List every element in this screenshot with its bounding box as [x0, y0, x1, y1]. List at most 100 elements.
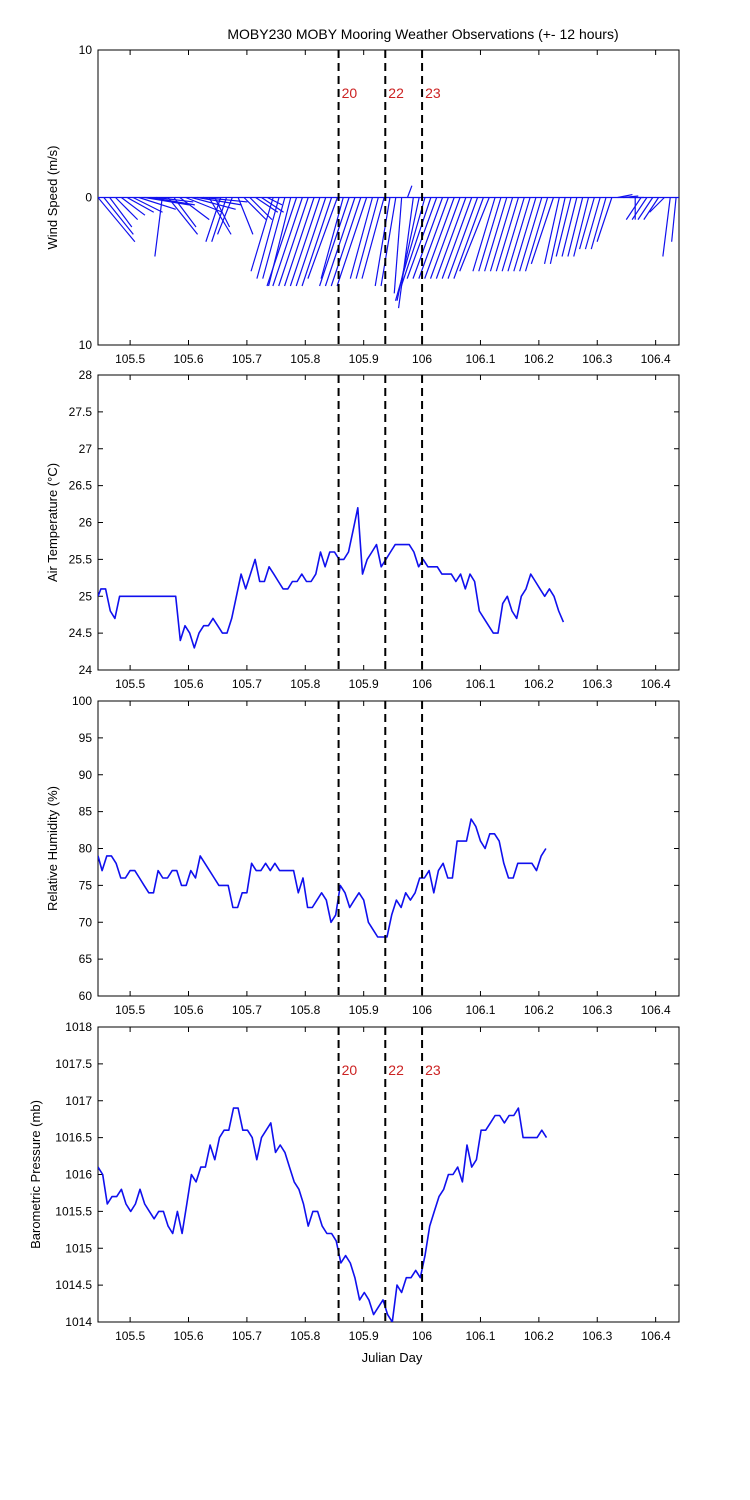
x-tick-label: 105.5 [115, 352, 145, 366]
plot-frame [97, 1026, 680, 1323]
wind-stick [261, 197, 284, 213]
wind-stick [623, 195, 639, 199]
wind-stick [400, 197, 432, 287]
series-line-air_temperature [98, 506, 565, 649]
panel-wind: 10 0 10 105.5 105.6 105.7 105.8 105.9 106 106.1 10… [45, 43, 680, 366]
x-tick-label: 106.1 [465, 1329, 495, 1343]
wind-stick [374, 197, 391, 287]
y-tick-label: 75 [79, 878, 93, 892]
y-tick-label: 1014 [65, 1315, 92, 1329]
panel-air_temperature: 24 24.5 25 25.5 26 26.5 27 27.5 28 105.5 105.6 105.… [45, 368, 680, 691]
y-tick-label: 28 [79, 368, 93, 382]
wind-stick [262, 197, 286, 279]
wind-stick [98, 197, 136, 243]
wind-stick [561, 197, 578, 257]
wind-stick [179, 197, 210, 221]
wind-stick [484, 197, 508, 272]
x-tick-label: 106.3 [582, 677, 612, 691]
wind-stick [631, 197, 648, 220]
y-tick-label: 24 [79, 663, 93, 677]
x-tick-label: 106.2 [524, 1329, 554, 1343]
wind-stick [579, 197, 595, 250]
wind-stick [397, 197, 414, 309]
x-tick-label: 106.4 [641, 352, 671, 366]
wind-stick [489, 197, 514, 272]
y-tick-label: 1016 [65, 1168, 92, 1182]
wind-stick [243, 197, 267, 221]
wind-stick [278, 197, 309, 287]
y-tick-label: 25.5 [69, 552, 93, 566]
wind-stick [637, 197, 654, 220]
wind-stick [132, 196, 163, 213]
wind-stick [103, 197, 134, 235]
y-axis-label: Wind Speed (m/s) [45, 145, 60, 249]
y-tick-label: 1014.5 [55, 1278, 92, 1292]
x-tick-label: 105.6 [173, 352, 203, 366]
wind-stick [380, 197, 397, 287]
y-tick-label: 95 [79, 731, 93, 745]
wind-stick [495, 197, 519, 272]
y-tick-label: 24.5 [69, 626, 93, 640]
y-tick-label: 90 [79, 768, 93, 782]
y-axis-label: Relative Humidity (%) [45, 786, 60, 911]
wind-stick [567, 197, 584, 257]
wind-stick [138, 196, 176, 210]
x-tick-label: 105.9 [349, 1003, 379, 1017]
plot-area [98, 818, 547, 938]
wind-stick [272, 197, 303, 287]
wind-stick [662, 197, 671, 257]
wind-stick [289, 197, 321, 287]
wind-stick [319, 197, 350, 287]
wind-stick [109, 197, 133, 228]
x-tick-label: 106.4 [641, 677, 671, 691]
x-tick-label: 106.2 [524, 352, 554, 366]
wind-stick [435, 197, 467, 279]
wind-stick [144, 196, 190, 206]
marker-label: 20 [342, 1062, 358, 1078]
wind-stick [519, 197, 543, 272]
x-tick-label: 106 [412, 352, 432, 366]
x-tick-label: 106.4 [641, 1003, 671, 1017]
x-tick-label: 106.1 [465, 352, 495, 366]
x-tick-label: 106.4 [641, 1329, 671, 1343]
x-tick-label: 105.6 [173, 677, 203, 691]
plot-frame [97, 700, 680, 997]
wind-stick [349, 197, 374, 279]
plot-area [98, 506, 565, 649]
y-tick-label: 65 [79, 952, 93, 966]
y-tick-label: 100 [72, 694, 92, 708]
x-tick-label: 106 [412, 677, 432, 691]
wind-stick [167, 197, 199, 235]
y-tick-label: 26.5 [69, 479, 93, 493]
wind-stick [447, 197, 479, 279]
wind-stick [429, 197, 461, 279]
wind-stick [393, 197, 403, 294]
marker-label: 20 [342, 85, 358, 101]
y-tick-label: 1015 [65, 1241, 92, 1255]
x-tick-label: 105.7 [232, 352, 262, 366]
wind-stick [301, 197, 333, 287]
x-tick-label: 106.3 [582, 352, 612, 366]
marker-label: 23 [425, 85, 441, 101]
wind-stick [394, 197, 426, 301]
wind-stick [120, 197, 146, 216]
y-tick-label: 25 [79, 589, 93, 603]
wind-stick [412, 197, 444, 279]
wind-stick [671, 197, 677, 242]
plot-area [98, 185, 679, 309]
x-tick-label: 105.7 [232, 677, 262, 691]
x-tick-label: 105.7 [232, 1329, 262, 1343]
y-axis-label: Barometric Pressure (mb) [28, 1100, 43, 1249]
x-tick-label: 106.1 [465, 1003, 495, 1017]
x-tick-label: 106.1 [465, 677, 495, 691]
y-tick-label: 80 [79, 842, 93, 856]
y-tick-label: 85 [79, 805, 93, 819]
x-tick-label: 106.2 [524, 677, 554, 691]
x-tick-label: 105.8 [290, 352, 320, 366]
wind-stick [643, 197, 660, 220]
wind-stick [336, 197, 368, 287]
series-line-barometric_pressure [98, 1107, 548, 1322]
marker-label: 22 [388, 1062, 404, 1078]
plot-area [98, 1107, 548, 1322]
wind-stick [424, 197, 455, 279]
